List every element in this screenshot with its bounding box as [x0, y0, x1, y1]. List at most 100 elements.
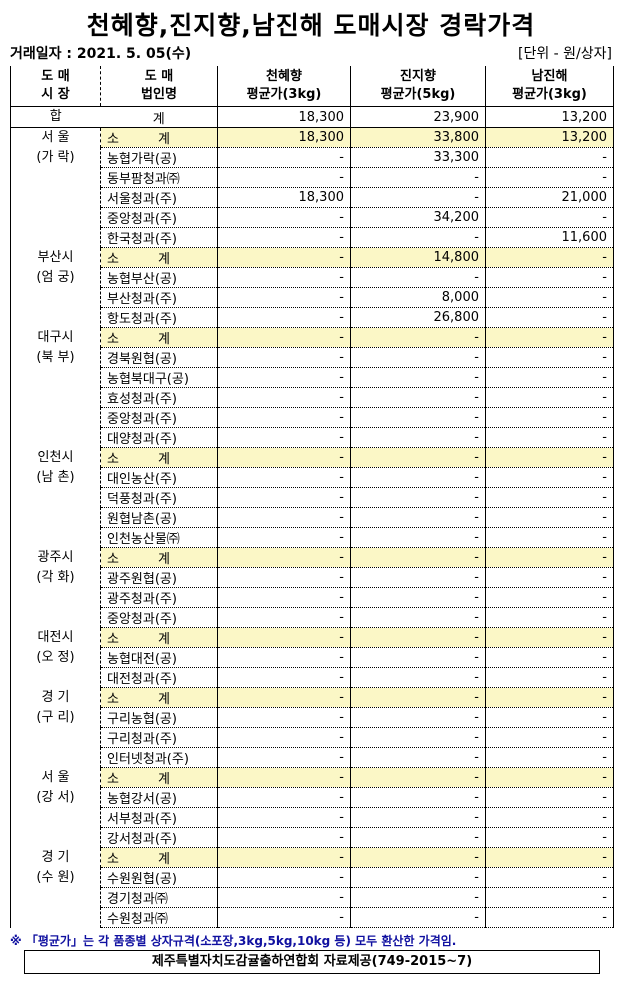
corp-name: 농협대전(공) [100, 647, 218, 668]
price-value: - [485, 867, 614, 888]
price-value: - [485, 767, 614, 788]
price-value: - [485, 427, 614, 448]
price-value: - [485, 907, 614, 928]
source-box: 제주특별자치도감귤출하연합회 자료제공(749-2015~7) [24, 950, 600, 974]
price-value: - [485, 787, 614, 808]
price-value: - [485, 727, 614, 748]
corp-name: 한국청과(주) [100, 227, 218, 248]
price-value: - [485, 747, 614, 768]
price-value: - [485, 167, 614, 188]
footnote: ※ 「평균가」는 각 품종별 상자규격(소포장,3kg,5kg,10kg 등) … [10, 934, 457, 948]
price-value: - [217, 407, 351, 428]
price-value: - [350, 547, 486, 568]
table-row: 덕풍청과(주) - - - [11, 487, 614, 508]
subtotal-row: 경 기 (수 원) 소 계--- [10, 847, 614, 928]
table-row: 대전청과(주) - - - [11, 667, 614, 688]
price-value: - [485, 847, 614, 868]
page-title: 천혜향,진지향,남진해 도매시장 경락가격 [86, 11, 536, 40]
price-value: - [485, 467, 614, 488]
price-value: - [350, 267, 486, 288]
corp-name: 광주원협(공) [100, 567, 218, 588]
price-value: - [485, 267, 614, 288]
table-row: 원협남촌(공) - - - [11, 507, 614, 528]
price-value: - [350, 567, 486, 588]
price-value: - [350, 627, 486, 648]
table-row: 효성청과(주) - - - [11, 387, 614, 408]
price-value: - [217, 347, 351, 368]
price-value: - [485, 507, 614, 528]
price-value: 26,800 [350, 307, 486, 328]
corp-name: 농협부산(공) [100, 267, 218, 288]
price-value: - [350, 647, 486, 668]
price-value: - [217, 147, 351, 168]
table-row: 농협강서(공) - - - [11, 787, 614, 808]
price-value: 33,300 [350, 147, 486, 168]
price-value: - [217, 827, 351, 848]
price-value: - [485, 247, 614, 268]
price-value: 34,200 [350, 207, 486, 228]
corp-name: 광주청과(주) [100, 587, 218, 608]
corp-name: 소 계 [100, 627, 218, 648]
table-row: 구리농협(공) - - - [11, 707, 614, 728]
table-row: 동부팜청과㈜ - - - [11, 167, 614, 188]
trade-date: 거래일자 : 2021. 5. 05(수) [10, 46, 192, 62]
table-row: 인천농산물㈜ - - - [11, 527, 614, 548]
price-value: - [217, 667, 351, 688]
price-value: - [485, 587, 614, 608]
price-value: - [485, 447, 614, 468]
price-value: - [217, 507, 351, 528]
price-value: - [485, 547, 614, 568]
corp-name: 수원청과㈜ [100, 907, 218, 928]
market-cell: 대구시 (북 부) [10, 327, 101, 448]
corp-name: 부산청과(주) [100, 287, 218, 308]
price-value: - [350, 907, 486, 928]
corp-name: 대양청과(주) [100, 427, 218, 448]
price-value: - [350, 527, 486, 548]
price-value: - [485, 527, 614, 548]
price-value: - [217, 707, 351, 728]
price-value: - [217, 307, 351, 328]
market-cell: 광주시 (각 화) [10, 547, 101, 628]
price-value: - [217, 687, 351, 708]
price-value: 21,000 [485, 187, 614, 208]
table-row: 농협대전(공) - - - [11, 647, 614, 668]
corp-name: 중앙청과(주) [100, 407, 218, 428]
price-value: - [217, 587, 351, 608]
price-value: - [217, 427, 351, 448]
price-value: - [217, 527, 351, 548]
table-row: 서울청과(주) 18,300-21,000 [11, 187, 614, 208]
price-value: - [485, 307, 614, 328]
corp-name: 구리농협(공) [100, 707, 218, 728]
price-value: - [217, 267, 351, 288]
price-value: - [217, 887, 351, 908]
total-value: 13,200 [485, 106, 614, 128]
total-value: 18,300 [217, 106, 351, 128]
table-row: 구리청과(주) - - - [11, 727, 614, 748]
corp-name: 농협북대구(공) [100, 367, 218, 388]
corp-name: 원협남촌(공) [100, 507, 218, 528]
price-value: - [350, 607, 486, 628]
table-row: 한국청과(주) - -11,600 [11, 227, 614, 248]
price-value: - [217, 847, 351, 868]
price-value: - [350, 687, 486, 708]
price-value: - [350, 827, 486, 848]
price-value: - [350, 587, 486, 608]
corp-name: 중앙청과(주) [100, 207, 218, 228]
price-value: 14,800 [350, 247, 486, 268]
corp-name: 항도청과(주) [100, 307, 218, 328]
total-row: 합 계 18,300 23,900 13,200 [10, 106, 614, 128]
price-value: - [350, 847, 486, 868]
corp-name: 수원원협(공) [100, 867, 218, 888]
table-row: 농협부산(공) - - - [11, 267, 614, 288]
corp-name: 서울청과(주) [100, 187, 218, 208]
price-value: 33,800 [350, 127, 486, 148]
price-value: - [217, 327, 351, 348]
corp-name: 경기청과㈜ [100, 887, 218, 908]
price-value: - [350, 507, 486, 528]
corp-name: 소 계 [100, 127, 218, 148]
price-value: - [485, 207, 614, 228]
corp-name: 소 계 [100, 767, 218, 788]
price-value: - [350, 227, 486, 248]
price-value: 18,300 [217, 127, 351, 148]
